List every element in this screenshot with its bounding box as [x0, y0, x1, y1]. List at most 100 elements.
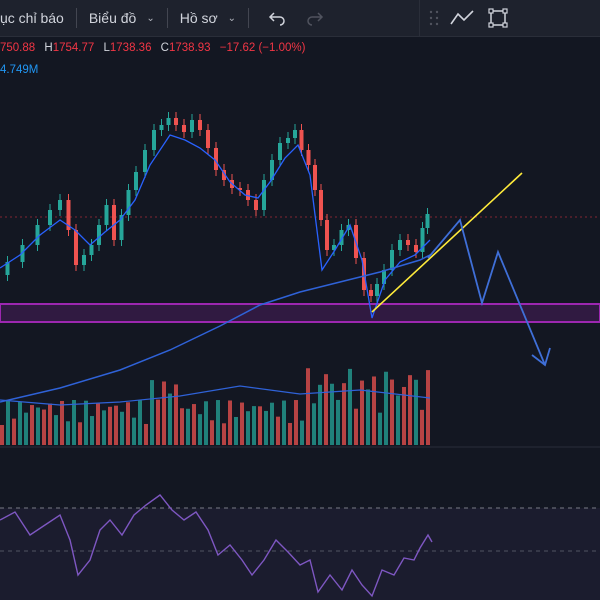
indicators-menu[interactable]: ục chỉ báo	[0, 0, 64, 36]
candle	[214, 148, 218, 170]
drag-handle[interactable]	[424, 0, 444, 36]
volume-bar	[252, 406, 256, 445]
volume-bar	[276, 416, 280, 445]
candle	[246, 190, 250, 200]
volume-bar	[24, 412, 28, 445]
candle	[152, 130, 156, 150]
candle	[20, 245, 25, 262]
toolbar-divider	[75, 8, 77, 28]
volume-bar	[126, 402, 130, 445]
drag-handle-icon	[429, 10, 439, 26]
volume-bar	[336, 399, 340, 445]
chevron-down-icon: ⌄	[146, 12, 155, 24]
candle	[206, 130, 210, 148]
volume-bar	[330, 383, 334, 445]
volume-bar	[396, 395, 400, 445]
candle	[286, 138, 290, 143]
volume-bar	[408, 375, 412, 445]
volume-bar	[318, 384, 322, 445]
volume-bar	[240, 402, 244, 445]
volume-bar	[102, 410, 106, 445]
candle	[126, 190, 131, 215]
candle	[390, 250, 394, 270]
chart-type-menu[interactable]: Biểu đồ ⌄	[89, 0, 155, 36]
volume-bar	[192, 404, 196, 445]
redo-button[interactable]	[301, 0, 329, 36]
candle	[66, 200, 71, 230]
volume-bar	[300, 420, 304, 445]
trend-line-icon	[450, 10, 474, 25]
trendline	[371, 172, 523, 313]
volume-bar	[270, 402, 274, 445]
high-label: H	[44, 42, 53, 54]
volume-bar	[78, 422, 82, 445]
volume-bar	[312, 403, 316, 445]
volume-bar	[72, 400, 76, 445]
volume-bar	[156, 399, 160, 445]
candle	[112, 205, 116, 240]
candle	[166, 118, 171, 125]
candle	[104, 205, 109, 225]
undo-button[interactable]	[263, 0, 291, 36]
volume-bar	[288, 422, 292, 445]
candle	[270, 160, 274, 180]
volume-bar	[162, 381, 166, 445]
profile-menu[interactable]: Hồ sơ ⌄	[180, 0, 236, 36]
projection-arrowhead	[531, 347, 551, 367]
candle	[48, 210, 52, 225]
volume-bar	[42, 409, 46, 445]
candle	[74, 230, 78, 265]
candle	[420, 228, 425, 252]
volume-bar	[228, 400, 232, 445]
candle	[425, 214, 430, 228]
toolbar-divider	[166, 8, 168, 28]
volume-bar	[84, 400, 88, 445]
volume-bar	[186, 408, 190, 445]
volume-bar	[342, 383, 346, 445]
volume-bar	[174, 384, 178, 445]
candle	[238, 188, 242, 190]
candle	[254, 200, 258, 210]
oscillator-band	[0, 508, 600, 600]
candle	[369, 290, 373, 296]
candle	[5, 262, 10, 275]
top-toolbar: ục chỉ báo Biểu đồ ⌄ Hồ sơ ⌄	[0, 0, 600, 37]
chevron-down-icon: ⌄	[227, 12, 237, 24]
volume-bar	[132, 417, 136, 445]
moving-average-short	[0, 134, 431, 319]
volume-bar	[420, 409, 424, 445]
candle	[339, 230, 344, 245]
volume-value: 4.749M	[0, 64, 39, 76]
candle	[325, 220, 329, 250]
candle	[89, 245, 94, 255]
support-zone	[0, 303, 600, 323]
candle	[97, 225, 101, 245]
volume-bar	[348, 368, 352, 445]
trend-line-button[interactable]	[448, 0, 476, 36]
candle	[262, 180, 266, 210]
volume-bar	[354, 408, 358, 445]
rectangle-select-button[interactable]	[484, 0, 512, 36]
volume-bar	[6, 400, 10, 445]
volume-bar	[258, 406, 262, 445]
candle	[406, 240, 410, 245]
candle	[174, 118, 178, 125]
volume-bar	[216, 400, 220, 445]
volume-bar	[114, 405, 118, 445]
low-value: 1738.36	[109, 42, 152, 54]
volume-bar	[222, 423, 226, 445]
volume-bar	[120, 411, 124, 445]
volume-bar	[90, 416, 94, 445]
volume-bar	[390, 379, 394, 445]
candle	[222, 170, 226, 180]
open-value: 750.88	[0, 42, 36, 54]
close-value: 1738.93	[168, 42, 211, 54]
volume-bar	[48, 403, 52, 445]
volume-average	[0, 385, 431, 406]
indicators-label: ục chỉ báo	[0, 10, 64, 26]
change-value: −17.62 (−1.00%)	[219, 42, 306, 54]
redo-icon	[307, 12, 324, 26]
candle	[398, 240, 402, 250]
moving-average-long	[0, 253, 433, 403]
